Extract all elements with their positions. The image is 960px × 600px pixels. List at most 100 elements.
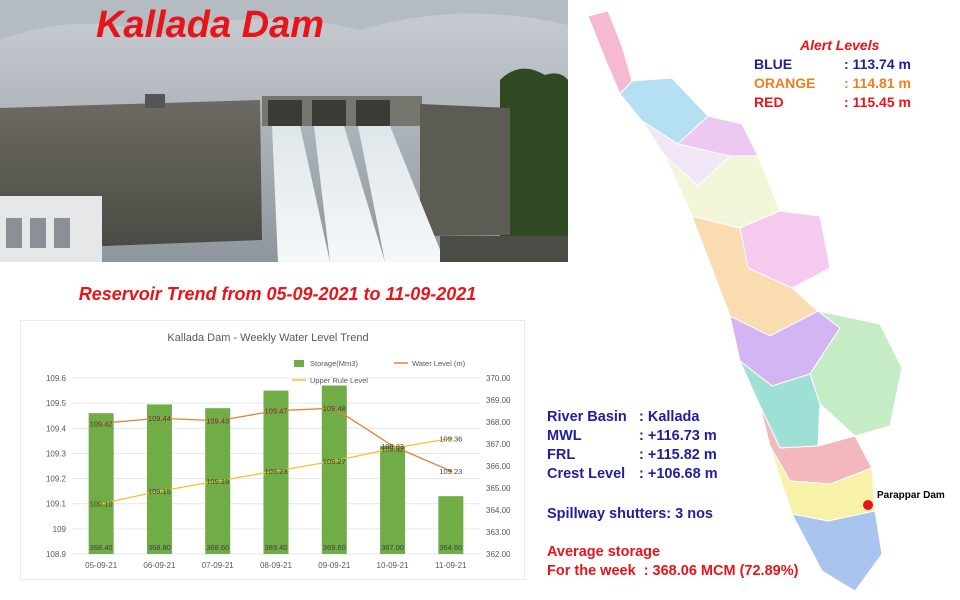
storage-bar-label: 368.60 [206, 543, 229, 552]
info-row: FRL : +115.82 m [547, 446, 718, 465]
right-tick-label: 365.00 [486, 484, 511, 493]
storage-bar-label: 368.40 [90, 543, 113, 552]
series-point [449, 469, 453, 473]
info-key: FRL [547, 447, 576, 463]
kerala-map [587, 10, 903, 592]
series-point [391, 444, 395, 448]
alert-label: ORANGE [754, 75, 816, 91]
series-point-label: 109.48 [323, 404, 346, 413]
series-point [332, 406, 336, 410]
series-point-label: 109.23 [439, 467, 462, 476]
series-point-label: 109.33 [381, 442, 404, 451]
alert-value: : 114.81 m [844, 75, 911, 91]
alert-levels-title: Alert Levels [800, 37, 880, 53]
legend-label: Upper Rule Level [310, 376, 368, 385]
right-tick-label: 368.00 [486, 418, 511, 427]
series-point-label: 109.10 [90, 500, 113, 509]
info-key: Crest Level [547, 466, 626, 482]
alert-orange: ORANGE : 114.81 m [754, 74, 911, 93]
info-value: : +106.68 m [639, 466, 718, 482]
alert-red: RED : 115.45 m [754, 93, 911, 112]
average-storage-line1: Average storage [547, 544, 661, 560]
x-tick-label: 07-09-21 [202, 561, 235, 570]
x-tick-label: 05-09-21 [85, 561, 118, 570]
x-tick-label: 10-09-21 [377, 561, 410, 570]
series-point [391, 446, 395, 450]
storage-bar-label: 369.40 [265, 543, 288, 552]
alert-value: : 115.45 m [844, 94, 911, 110]
series-point [99, 421, 103, 425]
storage-bar [88, 413, 114, 554]
series-point-label: 109.42 [90, 419, 113, 428]
series-point [216, 479, 220, 483]
district-region [587, 10, 633, 95]
trend-heading: Reservoir Trend from 05-09-2021 to 11-09… [78, 284, 477, 304]
info-key: River Basin [547, 409, 627, 425]
left-tick-label: 109.5 [46, 399, 67, 408]
average-storage-line2: For the week : 368.06 MCM (72.89%) [547, 563, 799, 579]
info-value: : +115.82 m [639, 447, 717, 463]
right-tick-label: 369.00 [486, 396, 511, 405]
series-point [99, 502, 103, 506]
info-row: MWL: +116.73 m [547, 427, 718, 446]
district-region [791, 510, 883, 592]
left-tick-label: 109.6 [46, 374, 67, 383]
info-key: MWL [547, 428, 582, 444]
x-tick-label: 06-09-21 [143, 561, 176, 570]
storage-bar-label: 368.80 [148, 543, 171, 552]
alert-levels: Alert Levels BLUE : 113.74 m ORANGE : 11… [754, 36, 911, 112]
alert-label: RED [754, 94, 784, 110]
series-point-label: 109.32 [381, 444, 404, 453]
legend-label: Storage(Mm3) [310, 359, 358, 368]
info-row: River Basin : Kallada [547, 408, 718, 427]
legend-label: Water Level (m) [412, 359, 466, 368]
storage-bar [438, 496, 464, 554]
left-tick-label: 109.3 [46, 449, 67, 458]
right-tick-label: 362.00 [486, 550, 511, 559]
storage-bar-label: 364.60 [439, 543, 462, 552]
water-level-chart: Kallada Dam - Weekly Water Level Trend 1… [20, 320, 525, 580]
x-tick-label: 09-09-21 [318, 561, 351, 570]
x-tick-label: 08-09-21 [260, 561, 293, 570]
left-tick-label: 109.4 [46, 424, 67, 433]
dam-photo [0, 0, 568, 262]
left-tick-label: 109 [53, 525, 67, 534]
right-tick-label: 367.00 [486, 440, 511, 449]
right-tick-label: 364.00 [486, 506, 511, 515]
info-value: : Kallada [639, 409, 700, 425]
x-tick-label: 11-09-21 [435, 561, 467, 570]
right-tick-label: 363.00 [486, 528, 511, 537]
storage-bar [380, 445, 406, 554]
alert-label: BLUE [754, 56, 793, 72]
series-point-label: 109.27 [323, 457, 346, 466]
storage-bar [146, 404, 172, 554]
alert-blue: BLUE : 113.74 m [754, 55, 911, 74]
series-point [274, 469, 278, 473]
series-point [449, 436, 453, 440]
info-row: Crest Level : +106.68 m [547, 465, 718, 484]
right-tick-label: 370.00 [486, 374, 511, 383]
district-region [676, 115, 759, 157]
series-point [332, 459, 336, 463]
parappar-dam-marker [863, 500, 873, 510]
alert-value: : 113.74 m [844, 56, 911, 72]
series-point [157, 489, 161, 493]
dam-info: River Basin : Kallada MWL: +116.73 m FRL:… [547, 408, 718, 484]
series-point [274, 409, 278, 413]
series-point-label: 109.43 [206, 417, 229, 426]
series-point-label: 109.36 [439, 434, 462, 443]
series-point-label: 109.47 [265, 407, 288, 416]
series-point-label: 109.19 [206, 477, 229, 486]
legend-swatch [294, 360, 304, 367]
series-point-label: 109.44 [148, 414, 171, 423]
left-tick-label: 108.9 [46, 550, 67, 559]
chart-title: Kallada Dam - Weekly Water Level Trend [167, 332, 368, 344]
parappar-dam-label: Parappar Dam [877, 490, 945, 501]
spillway-shutters: Spillway shutters: 3 nos [547, 506, 713, 522]
storage-bar-label: 367.00 [381, 543, 404, 552]
series-point-label: 109.15 [148, 487, 171, 496]
left-tick-label: 109.2 [46, 475, 67, 484]
left-tick-label: 109.1 [46, 500, 67, 509]
page-title: Kallada Dam [95, 4, 325, 46]
series-point [216, 419, 220, 423]
